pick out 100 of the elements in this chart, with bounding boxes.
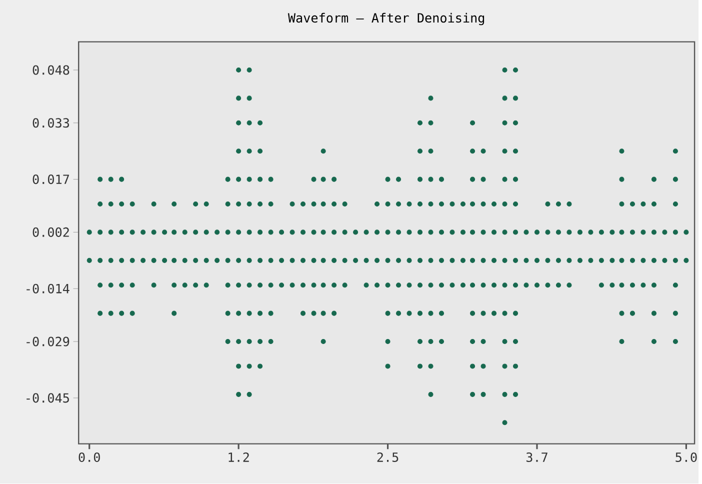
point [214, 230, 220, 235]
point [193, 258, 198, 264]
point [640, 258, 646, 264]
point [566, 282, 572, 288]
point [311, 230, 316, 235]
point [246, 339, 252, 344]
point [98, 258, 103, 264]
point [460, 282, 466, 288]
point [225, 282, 230, 288]
point [417, 311, 423, 316]
point [480, 230, 486, 235]
point [342, 258, 348, 264]
point [182, 230, 188, 235]
point [640, 282, 646, 288]
point [502, 120, 508, 126]
point [502, 176, 508, 182]
point [300, 311, 306, 316]
point [460, 230, 466, 235]
point [438, 339, 444, 344]
x-tick-label: 2.5 [377, 452, 398, 462]
point [236, 202, 242, 207]
point [385, 339, 390, 344]
point [236, 392, 242, 398]
point [502, 392, 508, 398]
point [236, 339, 242, 344]
y-tick-label: 0.033 [32, 118, 69, 128]
point [311, 202, 316, 207]
point [268, 176, 274, 182]
point [290, 282, 295, 288]
point [651, 176, 656, 182]
point [428, 120, 434, 126]
point [140, 230, 146, 235]
point [236, 96, 242, 101]
point [246, 148, 252, 154]
point [268, 202, 274, 207]
point [246, 230, 252, 235]
point [406, 230, 412, 235]
y-tick-label: -0.029 [26, 336, 70, 347]
point [502, 258, 508, 264]
point [258, 148, 263, 154]
point [290, 258, 295, 264]
point [246, 176, 252, 182]
point [491, 258, 497, 264]
point [204, 230, 209, 235]
point [491, 202, 497, 207]
point [396, 258, 402, 264]
point [204, 202, 209, 207]
point [385, 202, 390, 207]
y-tick-label: -0.014 [26, 284, 70, 294]
point [332, 311, 337, 316]
point [98, 176, 103, 182]
point [172, 282, 177, 288]
point [556, 282, 561, 288]
point [119, 176, 124, 182]
point [566, 202, 572, 207]
point [480, 258, 486, 264]
point [236, 282, 242, 288]
point [450, 230, 455, 235]
point [258, 230, 263, 235]
point [108, 202, 114, 207]
point [651, 282, 656, 288]
y-tick-label: 0.048 [32, 65, 70, 75]
point [480, 202, 486, 207]
point [512, 392, 518, 398]
point [524, 258, 529, 264]
point [311, 311, 316, 316]
point [512, 120, 518, 126]
point [438, 258, 444, 264]
point [258, 282, 263, 288]
point [512, 258, 518, 264]
point [512, 339, 518, 344]
point [332, 282, 337, 288]
point [246, 96, 252, 101]
point [406, 311, 412, 316]
point [438, 202, 444, 207]
point [311, 282, 316, 288]
point [320, 202, 326, 207]
point [502, 202, 508, 207]
point [470, 364, 476, 369]
point [246, 68, 252, 73]
point [534, 282, 540, 288]
point [119, 202, 124, 207]
point [619, 282, 624, 288]
point [364, 230, 369, 235]
point [236, 311, 242, 316]
point [396, 282, 402, 288]
point [460, 258, 466, 264]
point [130, 202, 135, 207]
point [246, 364, 252, 369]
point [320, 176, 326, 182]
point [119, 282, 124, 288]
point [300, 230, 306, 235]
point [193, 202, 198, 207]
point [417, 364, 423, 369]
point [130, 282, 135, 288]
point [619, 230, 624, 235]
point [320, 258, 326, 264]
point [588, 258, 594, 264]
x-tick-label: 5.0 [676, 452, 697, 462]
point [450, 282, 455, 288]
